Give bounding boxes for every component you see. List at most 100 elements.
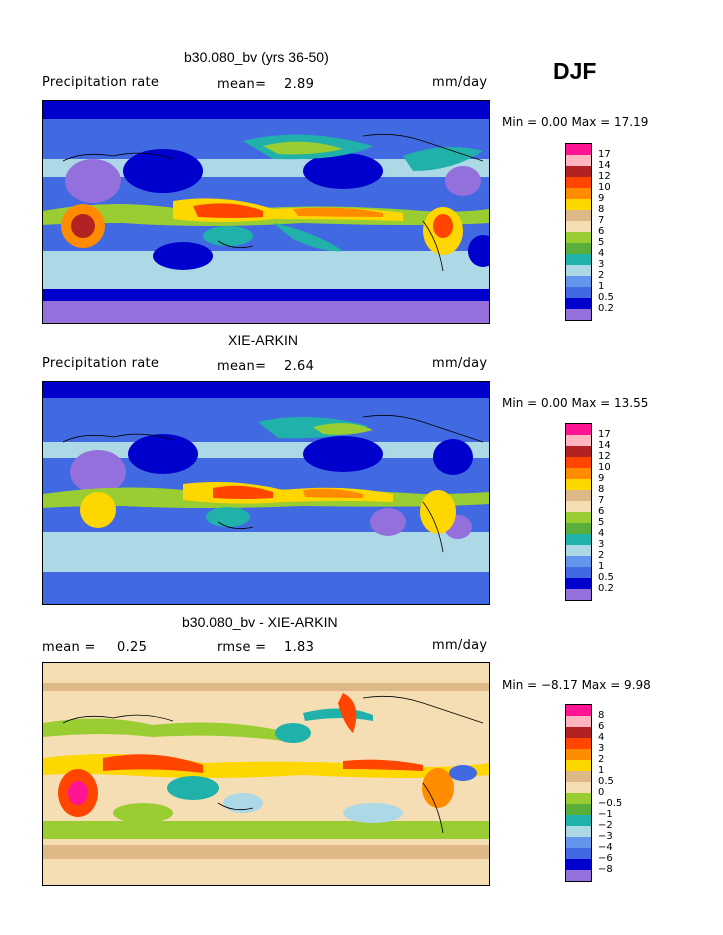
colorbar-label: 7 <box>598 495 605 506</box>
colorbar-swatch <box>566 782 591 793</box>
colorbar-label: −1 <box>598 809 613 820</box>
colorbar-swatch <box>566 545 591 556</box>
colorbar-swatch <box>566 188 591 199</box>
colorbar-swatch <box>566 534 591 545</box>
colorbar-swatch <box>566 760 591 771</box>
colorbar-swatch <box>566 265 591 276</box>
colorbar-swatch <box>566 870 591 881</box>
panel1-unit: mm/day <box>432 75 488 90</box>
colorbar-swatch <box>566 276 591 287</box>
colorbar-label: −3 <box>598 831 613 842</box>
colorbar-swatch <box>566 512 591 523</box>
colorbar-label: 0.2 <box>598 583 614 594</box>
colorbar-label: 4 <box>598 732 605 743</box>
colorbar-label: 17 <box>598 149 611 160</box>
colorbar-swatch <box>566 479 591 490</box>
season-label: DJF <box>553 58 597 84</box>
colorbar-label: 3 <box>598 259 605 270</box>
colorbar-label: 0.5 <box>598 572 614 583</box>
colorbar-label: 8 <box>598 484 605 495</box>
colorbar-swatch <box>566 144 591 155</box>
colorbar-swatch <box>566 446 591 457</box>
colorbar-swatch <box>566 859 591 870</box>
colorbar-label: 0.5 <box>598 776 614 787</box>
colorbar-label: 8 <box>598 710 605 721</box>
colorbar-label: 3 <box>598 539 605 550</box>
panel2-colorbar <box>565 423 592 601</box>
panel2-variable-label: Precipitation rate <box>42 356 160 371</box>
colorbar-swatch <box>566 837 591 848</box>
colorbar-label: 6 <box>598 506 605 517</box>
colorbar-swatch <box>566 177 591 188</box>
colorbar-swatch <box>566 210 591 221</box>
colorbar-label: −8 <box>598 864 613 875</box>
colorbar-swatch <box>566 435 591 446</box>
colorbar-label: 1 <box>598 281 605 292</box>
colorbar-swatch <box>566 771 591 782</box>
colorbar-label: 4 <box>598 528 605 539</box>
colorbar-label: 9 <box>598 473 605 484</box>
panel3-mean-label: mean = <box>42 640 96 655</box>
panel3-colorbar <box>565 704 592 882</box>
colorbar-swatch <box>566 298 591 309</box>
colorbar-swatch <box>566 424 591 435</box>
colorbar-label: 12 <box>598 171 611 182</box>
colorbar-swatch <box>566 567 591 578</box>
colorbar-swatch <box>566 738 591 749</box>
panel2-mean-label: mean= <box>217 359 267 374</box>
colorbar-swatch <box>566 727 591 738</box>
colorbar-label: 14 <box>598 160 611 171</box>
panel3-difference-map <box>42 662 490 886</box>
colorbar-swatch <box>566 232 591 243</box>
colorbar-label: 14 <box>598 440 611 451</box>
colorbar-swatch <box>566 457 591 468</box>
colorbar-swatch <box>566 705 591 716</box>
colorbar-swatch <box>566 490 591 501</box>
colorbar-label: 2 <box>598 754 605 765</box>
colorbar-swatch <box>566 166 591 177</box>
colorbar-label: 10 <box>598 182 611 193</box>
colorbar-swatch <box>566 309 591 320</box>
colorbar-swatch <box>566 749 591 760</box>
colorbar-swatch <box>566 221 591 232</box>
colorbar-swatch <box>566 804 591 815</box>
panel3-mean-value: 0.25 <box>117 640 148 655</box>
colorbar-swatch <box>566 793 591 804</box>
colorbar-label: 2 <box>598 270 605 281</box>
colorbar-label: 4 <box>598 248 605 259</box>
colorbar-swatch <box>566 501 591 512</box>
panel1-colorbar <box>565 143 592 321</box>
colorbar-swatch <box>566 523 591 534</box>
colorbar-swatch <box>566 815 591 826</box>
colorbar-label: 6 <box>598 226 605 237</box>
colorbar-swatch <box>566 556 591 567</box>
panel3-unit: mm/day <box>432 638 488 653</box>
panel3-colorbar-labels: 8 6 4 3 2 1 0.5 0 −0.5 −1 −2 −3 −4 −6 −8 <box>598 710 622 875</box>
colorbar-label: 0 <box>598 787 605 798</box>
colorbar-swatch <box>566 589 591 600</box>
colorbar-label: 6 <box>598 721 605 732</box>
panel2-precip-map <box>42 381 490 605</box>
colorbar-label: 1 <box>598 765 605 776</box>
colorbar-label: 8 <box>598 204 605 215</box>
panel1-title: b30.080_bv (yrs 36-50) <box>184 49 329 65</box>
panel2-range: Min = 0.00 Max = 13.55 <box>502 396 649 410</box>
panel3-title: b30.080_bv - XIE-ARKIN <box>182 614 338 630</box>
panel1-variable-label: Precipitation rate <box>42 75 160 90</box>
panel1-mean-value: 2.89 <box>284 77 315 92</box>
panel1-range: Min = 0.00 Max = 17.19 <box>502 115 649 129</box>
colorbar-label: 2 <box>598 550 605 561</box>
panel1-precip-map <box>42 100 490 324</box>
colorbar-swatch <box>566 155 591 166</box>
colorbar-label: 12 <box>598 451 611 462</box>
colorbar-label: 9 <box>598 193 605 204</box>
panel3-range: Min = −8.17 Max = 9.98 <box>502 678 651 692</box>
colorbar-label: −2 <box>598 820 613 831</box>
panel2-title: XIE-ARKIN <box>228 332 299 348</box>
panel1-mean-label: mean= <box>217 77 267 92</box>
colorbar-swatch <box>566 578 591 589</box>
colorbar-swatch <box>566 254 591 265</box>
panel3-rmse-label: rmse = <box>217 640 267 655</box>
colorbar-swatch <box>566 848 591 859</box>
colorbar-label: −6 <box>598 853 613 864</box>
